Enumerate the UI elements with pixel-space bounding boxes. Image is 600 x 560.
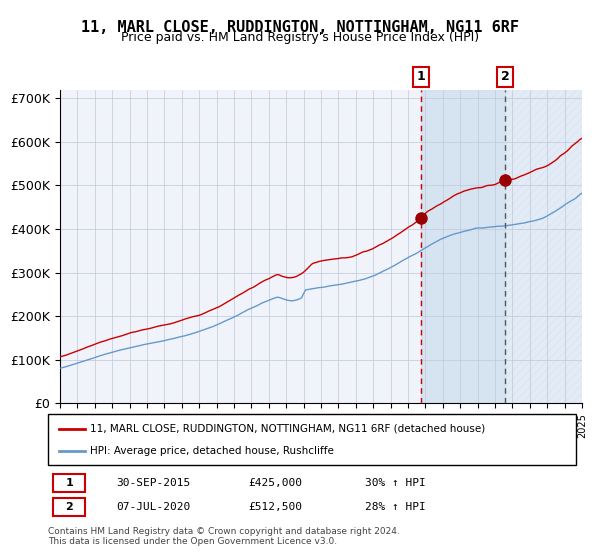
Text: Contains HM Land Registry data © Crown copyright and database right 2024.
This d: Contains HM Land Registry data © Crown c… — [48, 526, 400, 546]
FancyBboxPatch shape — [48, 414, 576, 465]
Text: 1: 1 — [416, 71, 425, 83]
Text: Price paid vs. HM Land Registry's House Price Index (HPI): Price paid vs. HM Land Registry's House … — [121, 31, 479, 44]
Text: 11, MARL CLOSE, RUDDINGTON, NOTTINGHAM, NG11 6RF: 11, MARL CLOSE, RUDDINGTON, NOTTINGHAM, … — [81, 20, 519, 35]
Text: £425,000: £425,000 — [248, 478, 302, 488]
Text: 2: 2 — [65, 502, 73, 512]
FancyBboxPatch shape — [53, 498, 85, 516]
Text: 28% ↑ HPI: 28% ↑ HPI — [365, 502, 425, 512]
Text: 07-JUL-2020: 07-JUL-2020 — [116, 502, 191, 512]
Text: 1: 1 — [65, 478, 73, 488]
Text: HPI: Average price, detached house, Rushcliffe: HPI: Average price, detached house, Rush… — [90, 446, 334, 456]
Text: 30-SEP-2015: 30-SEP-2015 — [116, 478, 191, 488]
Text: 30% ↑ HPI: 30% ↑ HPI — [365, 478, 425, 488]
Bar — [505, 90, 582, 403]
Text: 2: 2 — [501, 71, 509, 83]
Text: £512,500: £512,500 — [248, 502, 302, 512]
FancyBboxPatch shape — [53, 474, 85, 492]
Bar — [421, 90, 505, 403]
Text: 11, MARL CLOSE, RUDDINGTON, NOTTINGHAM, NG11 6RF (detached house): 11, MARL CLOSE, RUDDINGTON, NOTTINGHAM, … — [90, 423, 485, 433]
